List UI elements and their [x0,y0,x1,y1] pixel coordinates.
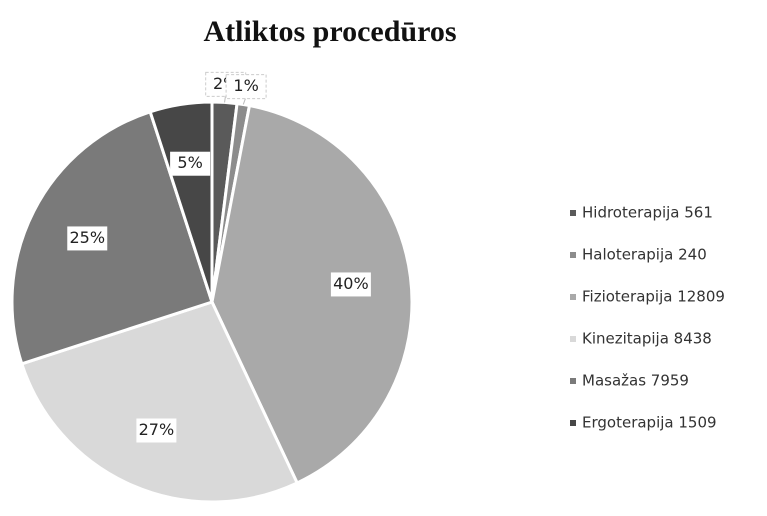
pie-slice [10,109,214,366]
data-label-text: 1% [233,76,258,95]
pie-slice [210,103,414,485]
legend-label: Fizioterapija 12809 [582,288,725,306]
data-label-text: 40% [333,274,369,293]
legend-swatch [570,210,576,216]
label-box [170,151,211,176]
legend-label: Kinezitapija 8438 [582,330,712,348]
legend-swatch [570,252,576,258]
label-box [67,226,108,251]
legend-swatch [570,294,576,300]
data-label-text: 5% [177,153,202,172]
label-box [330,272,371,297]
legend-swatch [570,336,576,342]
legend-label: Haloterapija 240 [582,246,707,264]
data-label: 25% [67,226,108,251]
data-label-text: 25% [69,228,105,247]
data-label: 1% [225,74,267,105]
label-box [136,418,177,443]
data-label: 27% [136,418,177,443]
legend-label: Ergoterapija 1509 [582,414,717,432]
chart-title: Atliktos procedūros [203,15,456,48]
data-label: 40% [330,272,371,297]
legend-swatch [570,378,576,384]
data-label-text: 27% [139,420,175,439]
label-box [225,74,267,100]
legend-swatch [570,420,576,426]
legend-label: Masažas 7959 [582,372,689,390]
pie-slice [19,300,300,504]
legend-label: Hidroterapija 561 [582,204,713,222]
data-label: 5% [170,151,211,176]
